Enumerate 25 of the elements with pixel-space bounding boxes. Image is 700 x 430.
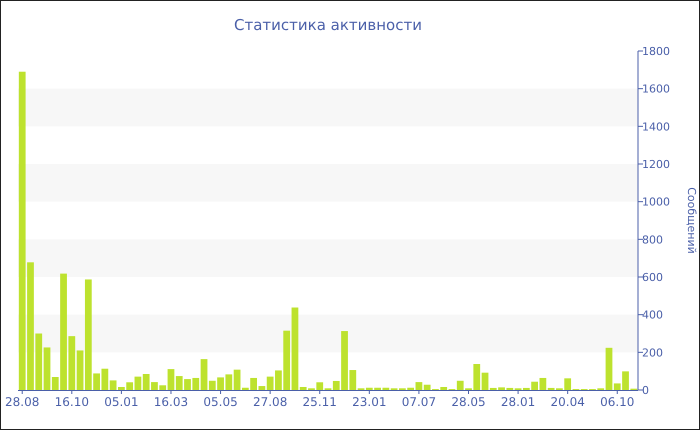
x-tick-label: 16.03 [154, 395, 188, 409]
y-tick-label: 1600 [642, 82, 670, 96]
y-tick-label: 1800 [642, 45, 670, 58]
x-tick-label: 20.04 [550, 395, 585, 409]
y-axis-title: Сообщений [685, 187, 698, 254]
y-tick-label: 600 [642, 271, 663, 284]
y-tick-label: 400 [642, 308, 663, 322]
x-tick-label: 28.05 [451, 395, 486, 409]
x-tick-label: 07.07 [402, 395, 436, 409]
y-tick-label: 200 [642, 346, 663, 360]
x-tick-label: 05.01 [104, 395, 139, 409]
y-tick-label: 1200 [642, 158, 670, 171]
x-tick-label: 16.10 [54, 395, 89, 409]
x-tick-label: 25.11 [302, 395, 337, 409]
x-tick-label: 23.01 [352, 395, 386, 409]
x-tick-label: 05.05 [203, 395, 238, 409]
chart-title: Статистика активности [234, 16, 422, 34]
x-tick-label: 28.08 [5, 395, 40, 409]
y-tick-label: 1000 [642, 196, 670, 209]
x-tick-label: 27.08 [252, 395, 288, 409]
y-tick-label: 1400 [642, 120, 670, 134]
y-tick-label: 0 [642, 384, 649, 397]
y-tick-label: 800 [642, 233, 663, 246]
x-tick-label: 06.10 [600, 395, 634, 409]
x-tick-label: 28.01 [500, 395, 536, 409]
